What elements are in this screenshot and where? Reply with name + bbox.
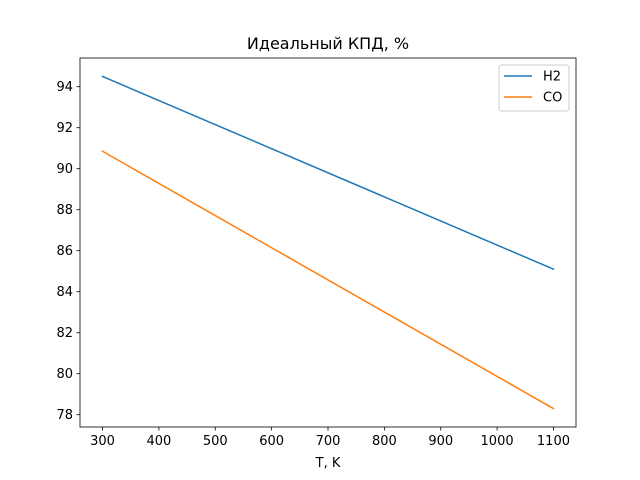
series-line-co xyxy=(101,150,555,410)
legend-label-co: CO xyxy=(543,91,562,106)
y-tick-label: 92 xyxy=(56,121,73,136)
y-tick-label: 94 xyxy=(56,80,73,95)
x-axis-label: T, K xyxy=(315,456,341,471)
y-tick-label: 82 xyxy=(56,326,73,341)
y-axis: 78 80 82 84 86 88 90 92 94 xyxy=(56,80,80,423)
series-line-h2 xyxy=(101,75,555,271)
x-tick-label: 700 xyxy=(316,434,341,449)
y-tick-label: 78 xyxy=(56,408,73,423)
y-tick-label: 86 xyxy=(56,244,73,259)
legend: H2 CO xyxy=(498,64,570,112)
x-tick-label: 900 xyxy=(428,434,453,449)
x-tick-label: 1000 xyxy=(481,434,514,449)
x-tick-label: 400 xyxy=(146,434,171,449)
chart-title: Идеальный КПД, % xyxy=(247,34,409,53)
x-tick-label: 500 xyxy=(203,434,228,449)
x-tick-label: 600 xyxy=(259,434,284,449)
legend-label-h2: H2 xyxy=(543,70,561,85)
y-tick-label: 80 xyxy=(56,367,73,382)
x-tick-label: 300 xyxy=(90,434,115,449)
x-axis: 300 400 500 600 700 800 900 1000 1100 xyxy=(90,427,570,449)
y-tick-label: 84 xyxy=(56,285,73,300)
y-tick-label: 90 xyxy=(56,162,73,177)
plot-area xyxy=(79,57,577,428)
x-tick-label: 800 xyxy=(372,434,397,449)
x-tick-label: 1100 xyxy=(537,434,570,449)
y-tick-label: 88 xyxy=(56,203,73,218)
axes-frame xyxy=(79,57,577,428)
